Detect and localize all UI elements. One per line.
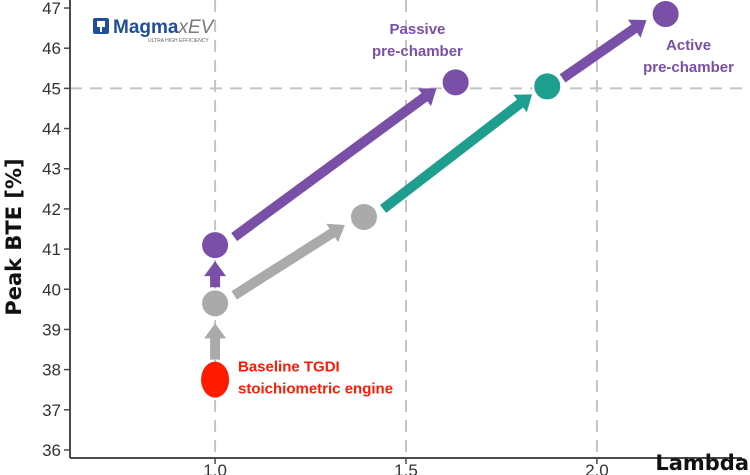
x-tick-label: 1.5: [394, 461, 418, 475]
grid-layer: [70, 0, 742, 458]
y-tick-label: 41: [42, 240, 61, 259]
label-layer: Baseline TGDI stoichiometric engine Passiv…: [238, 21, 734, 397]
logo-suffix: xEV: [177, 17, 215, 38]
active-label: Active pre-chamber: [643, 37, 734, 76]
y-tick-label: 46: [42, 39, 61, 58]
y-axis-label: Peak BTE [%]: [2, 158, 26, 315]
y-tick-label: 42: [42, 200, 61, 219]
logo-tagline: ULTRA HIGH EFFICIENCY: [148, 38, 209, 44]
point-baseline: [201, 361, 230, 398]
arrow-purple-to-passive: [231, 88, 437, 242]
baseline-label-line: Baseline TGDI: [238, 359, 340, 376]
passive-label-line: pre-chamber: [372, 43, 463, 60]
arrow-shaft: [559, 23, 638, 83]
y-tick-label: 39: [42, 320, 61, 339]
axes-layer: 36 37 38 39 40 41 42 43 44 45 46 47 1.0 1.5 2.0: [42, 0, 742, 475]
magmaxev-logo: MagmaxEV ULTRA HIGH EFFICIENCY: [93, 17, 216, 44]
y-tick-label: 37: [42, 401, 61, 420]
arrow-head: [628, 19, 647, 38]
arrow-gray-to-purple: [204, 261, 227, 288]
arrow-baseline-to-gray: [204, 323, 227, 360]
arrow-head: [204, 323, 227, 339]
passive-label-line: Passive: [390, 21, 446, 38]
y-tick-label: 40: [42, 280, 61, 299]
x-tick-label: 1.0: [203, 461, 227, 475]
arrow-shaft: [380, 98, 524, 213]
arrow-shaft: [231, 92, 429, 242]
arrow-layer: [204, 19, 647, 360]
arrow-gray-to-gray: [231, 223, 345, 300]
point-purple-active: [650, 0, 681, 30]
x-axis-label: Lambda: [655, 451, 749, 475]
x-tick-label: 2.0: [585, 461, 609, 475]
arrow-gray-to-teal: [380, 94, 532, 213]
point-gray-2: [349, 201, 379, 232]
logo-brand: Magma: [113, 17, 179, 38]
point-teal-1: [532, 71, 563, 102]
arrow-shaft: [231, 228, 336, 300]
svg-text:MagmaxEV: MagmaxEV: [113, 17, 216, 38]
arrow-head: [326, 223, 345, 243]
baseline-label: Baseline TGDI stoichiometric engine: [238, 359, 393, 398]
y-tick-label: 43: [42, 160, 61, 179]
point-purple-1: [200, 230, 231, 261]
arrow-head: [204, 261, 227, 277]
y-tick-label: 45: [42, 79, 61, 98]
point-layer: [200, 0, 681, 398]
active-label-line: Active: [666, 37, 711, 54]
arrow-head: [513, 94, 532, 113]
passive-label: Passive pre-chamber: [372, 21, 463, 60]
active-label-line: pre-chamber: [643, 59, 734, 76]
baseline-label-line: stoichiometric engine: [238, 381, 393, 398]
y-tick-label: 44: [42, 120, 61, 139]
point-gray-1: [200, 288, 231, 319]
arrow-teal-to-active: [559, 19, 647, 83]
point-purple-passive: [440, 67, 471, 98]
arrow-head: [417, 88, 437, 107]
y-tick-label: 38: [42, 361, 61, 380]
y-tick-label: 36: [42, 441, 61, 460]
y-tick-label: 47: [42, 0, 61, 18]
engine-piston-icon: [93, 18, 109, 34]
